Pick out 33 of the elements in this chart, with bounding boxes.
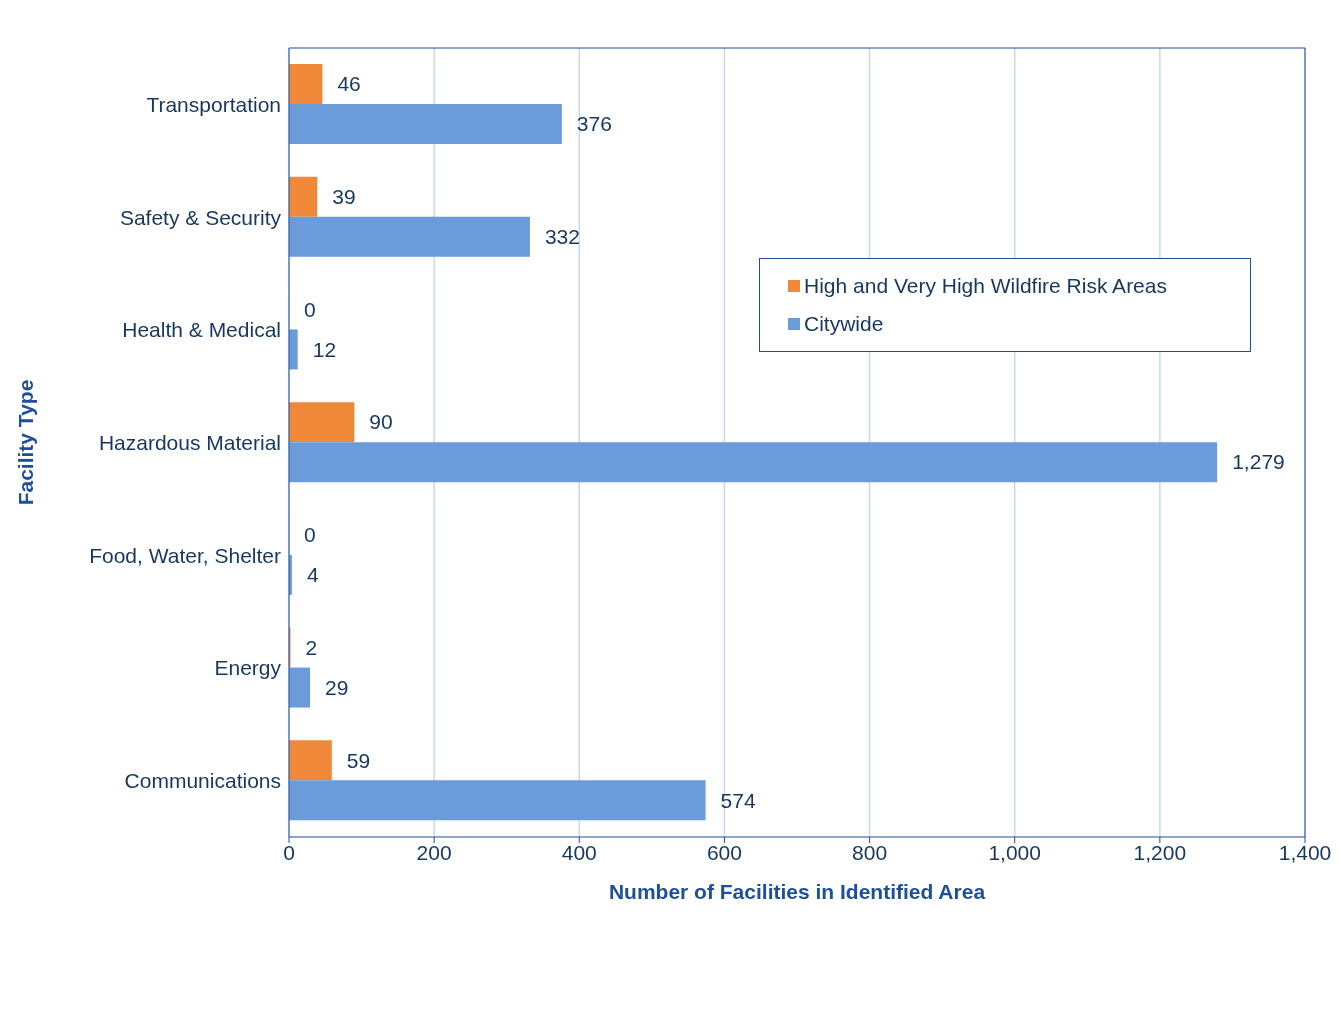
x-tick-label: 400	[561, 840, 597, 864]
x-tick-label: 600	[706, 840, 742, 864]
data-label: 0	[304, 297, 316, 321]
x-axis-title: Number of Facilities in Identified Area	[608, 880, 986, 903]
data-label: 2	[305, 635, 318, 659]
y-axis-title: Facility Type	[14, 379, 38, 506]
data-label: 376	[576, 112, 612, 136]
y-tick-label: Health & Medical	[122, 318, 281, 342]
data-label: 90	[369, 410, 393, 434]
data-label: 46	[337, 72, 361, 96]
x-tick-label: 0	[283, 840, 295, 864]
y-tick-label: Communications	[124, 769, 281, 793]
y-tick-label: Safety & Security	[119, 205, 282, 229]
y-tick-label: Transportation	[146, 92, 281, 116]
y-tick-label: Energy	[214, 656, 282, 680]
y-tick-label: Hazardous Material	[98, 430, 281, 454]
x-tick-label: 1,000	[988, 840, 1041, 864]
x-tick-label: 1,200	[1133, 840, 1187, 864]
data-label: 29	[325, 675, 349, 699]
data-label: 39	[332, 185, 356, 209]
y-tick-label: Food, Water, Shelter	[89, 543, 281, 567]
data-label: 1,279	[1232, 450, 1285, 474]
x-tick-label: 200	[416, 840, 452, 864]
legend-label: Citywide	[804, 311, 884, 337]
data-label: 574	[720, 788, 756, 812]
data-label: 12	[312, 337, 337, 361]
x-tick-label: 800	[852, 840, 888, 864]
data-label: 4	[306, 563, 319, 587]
data-label: 0	[304, 523, 316, 547]
x-tick-label: 1,400	[1278, 840, 1332, 864]
data-label: 59	[346, 748, 371, 772]
data-label: 332	[544, 225, 580, 249]
legend-label: High and Very High Wildfire Risk Areas	[804, 273, 1167, 299]
